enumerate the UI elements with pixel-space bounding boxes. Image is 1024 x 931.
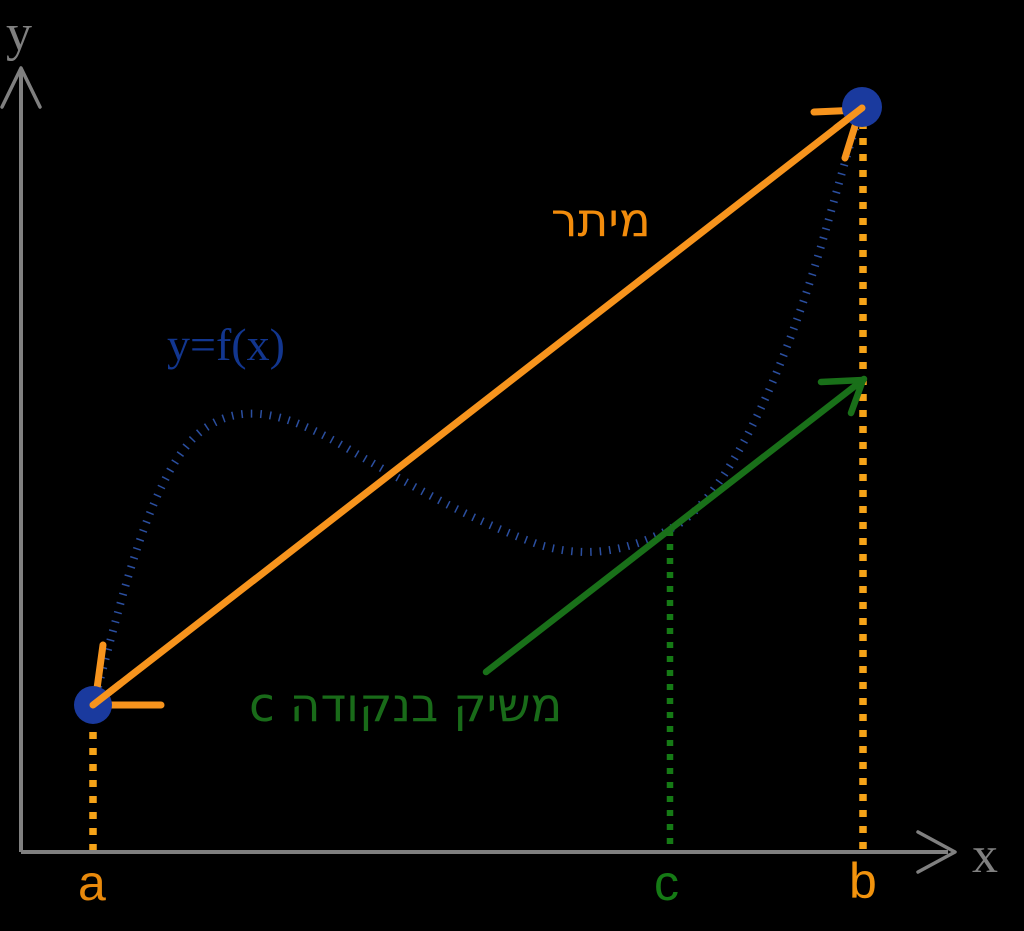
secant-tip-b (832, 104, 866, 132)
y-axis-arrowhead (0, 66, 42, 109)
y-axis-label: y (6, 5, 32, 62)
tick-label-c: c (654, 855, 679, 911)
tangent-arrowhead-barb2 (847, 376, 867, 417)
tangent-line-group (482, 375, 868, 676)
arrow-tips-overlay (89, 104, 866, 709)
x-axis-label: x (972, 827, 998, 884)
tangent-line (482, 375, 868, 676)
function-label: y=f(x) (167, 319, 285, 370)
drop-lines-group (89, 122, 867, 850)
tick-label-b: b (849, 853, 877, 909)
x-axis-arrowhead (916, 830, 957, 874)
secant-line-group (89, 104, 866, 709)
axes-group (0, 66, 957, 874)
secant-tip-a (89, 680, 124, 709)
tangent-arrowhead-barb1 (817, 376, 867, 386)
tangent-label: משיק בנקודה c (249, 678, 563, 733)
secant-label: מיתר (551, 193, 651, 248)
secant-line (89, 104, 866, 709)
tick-label-a: a (78, 855, 106, 911)
